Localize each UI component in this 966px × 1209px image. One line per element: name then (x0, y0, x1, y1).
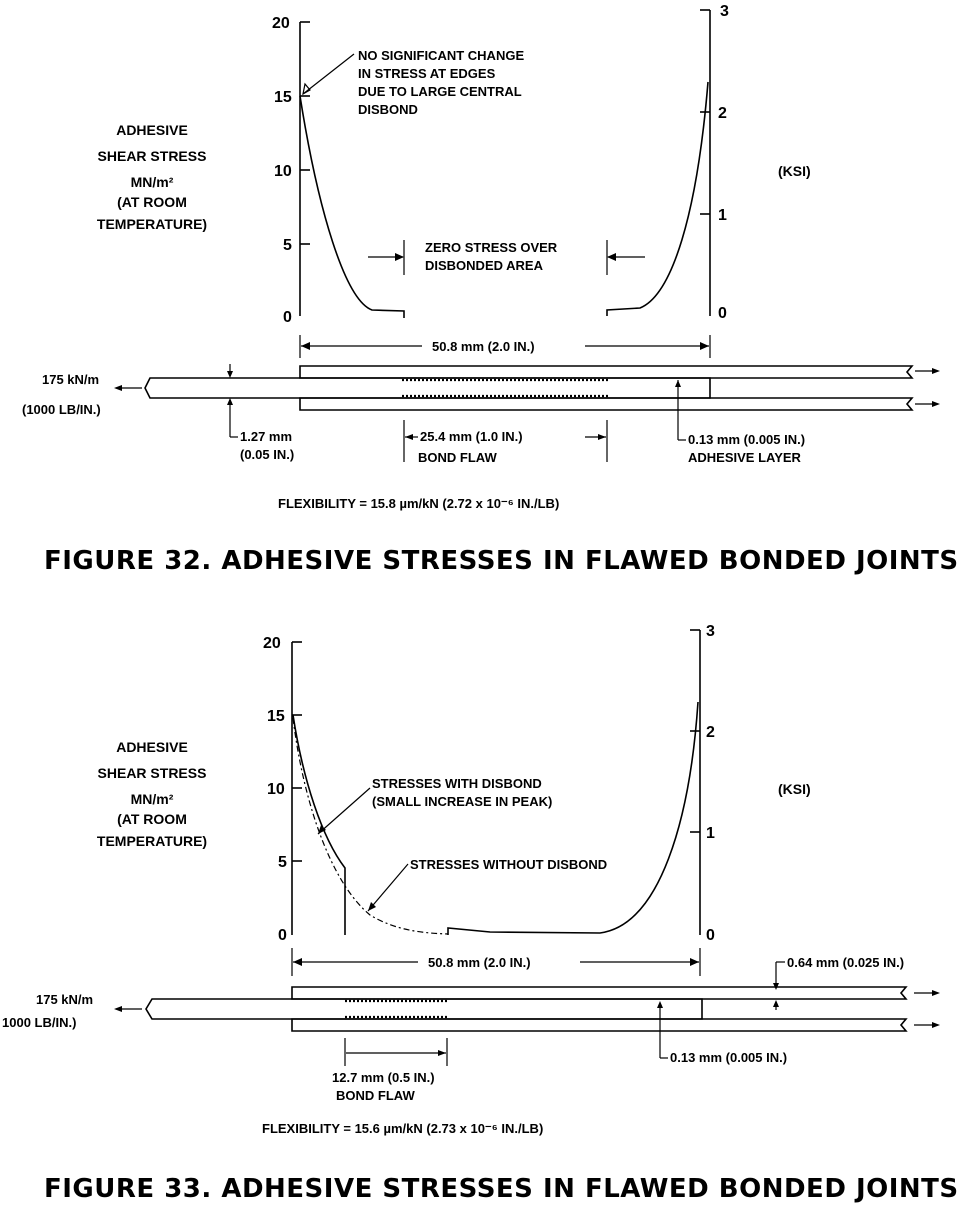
fig32-ksi-label: (KSI) (778, 163, 811, 179)
fig33-rtick-0: 0 (706, 927, 715, 944)
fig32-note-zero-1: ZERO STRESS OVER (425, 240, 558, 255)
fig33-thickness: 0.64 mm (0.025 IN.) (787, 955, 904, 970)
fig33-curve-right (447, 701, 699, 935)
fig32-caption: FIGURE 32. ADHESIVE STRESSES IN FLAWED B… (44, 546, 959, 576)
fig32-rtick-3: 3 (720, 3, 729, 20)
fig32-flaw-dim: 25.4 mm (1.0 IN.) (420, 429, 523, 444)
fig33-adhesive-dim: 0.13 mm (0.005 IN.) (670, 1050, 787, 1065)
fig32-load-bottom: (1000 LB/IN.) (22, 402, 101, 417)
fig32-stress-curve-left (299, 95, 405, 318)
fig32-note-edges-2: IN STRESS AT EDGES (358, 66, 496, 81)
fig32-ylabel-1: ADHESIVE (116, 122, 188, 138)
fig33-ylabel-5: TEMPERATURE) (97, 833, 207, 849)
fig33-tick-5: 5 (278, 854, 287, 871)
fig32-note-edges-4: DISBOND (358, 102, 418, 117)
fig32-adhesive-dim: 0.13 mm (0.005 IN.) (688, 432, 805, 447)
fig32-ylabel-2: SHEAR STRESS (98, 148, 207, 164)
fig33-flexibility: FLEXIBILITY = 15.6 µm/kN (2.73 x 10⁻⁶ IN… (262, 1121, 543, 1136)
fig33-ylabel-1: ADHESIVE (116, 739, 188, 755)
fig33-load-bottom: 1000 LB/IN.) (2, 1015, 76, 1030)
fig33-ylabel-4: (AT ROOM (117, 811, 187, 827)
fig32-tick-20: 20 (272, 15, 290, 32)
fig33-rtick-1: 1 (706, 825, 715, 842)
fig33-ksi-label: (KSI) (778, 781, 811, 797)
fig32-stress-curve-right (606, 81, 709, 316)
fig33-rtick-2: 2 (706, 724, 715, 741)
fig33-ylabel-3: MN/m² (131, 791, 174, 807)
fig33-flaw-label: BOND FLAW (336, 1088, 415, 1103)
fig32-flexibility: FLEXIBILITY = 15.8 µm/kN (2.72 x 10⁻⁶ IN… (278, 496, 559, 511)
fig32-rtick-2: 2 (718, 105, 727, 122)
fig32-flaw-label: BOND FLAW (418, 450, 497, 465)
fig32-note-edges-3: DUE TO LARGE CENTRAL (358, 84, 522, 99)
fig33-note-with-1: STRESSES WITH DISBOND (372, 776, 542, 791)
fig33-tick-20: 20 (263, 635, 281, 652)
fig33-ylabel-2: SHEAR STRESS (98, 765, 207, 781)
fig33-note-with-2: (SMALL INCREASE IN PEAK) (372, 794, 552, 809)
fig32-thickness-1: 1.27 mm (240, 429, 292, 444)
figure-33: 20 15 10 5 0 3 2 1 0 (KSI) ADHESIVE SHEA… (2, 623, 959, 1204)
fig32-tick-0: 0 (283, 309, 292, 326)
fig33-caption: FIGURE 33. ADHESIVE STRESSES IN FLAWED B… (44, 1174, 959, 1204)
fig32-note-zero-2: DISBONDED AREA (425, 258, 544, 273)
fig33-joint (114, 986, 940, 1032)
fig33-curve-without-disbond (292, 717, 449, 935)
fig32-ylabel-5: TEMPERATURE) (97, 216, 207, 232)
fig32-thickness-2: (0.05 IN.) (240, 447, 294, 462)
fig32-joint (114, 365, 940, 411)
fig32-ylabel-4: (AT ROOM (117, 194, 187, 210)
fig32-overlap-dim: 50.8 mm (2.0 IN.) (432, 339, 535, 354)
fig32-rtick-0: 0 (718, 305, 727, 322)
fig33-load-top: 175 kN/m (36, 992, 93, 1007)
fig33-tick-15: 15 (267, 708, 285, 725)
fig32-ylabel-3: MN/m² (131, 174, 174, 190)
fig32-tick-10: 10 (274, 163, 292, 180)
fig33-rtick-3: 3 (706, 623, 715, 640)
fig32-adhesive-label: ADHESIVE LAYER (688, 450, 802, 465)
figure-32: 20 15 10 5 0 3 2 1 0 (KSI) ADHESIVE SHEA… (22, 3, 959, 576)
fig32-note-edges-1: NO SIGNIFICANT CHANGE (358, 48, 524, 63)
fig32-tick-5: 5 (283, 237, 292, 254)
fig33-flaw-dim: 12.7 mm (0.5 IN.) (332, 1070, 435, 1085)
fig33-curve-with-disbond (292, 714, 346, 935)
fig33-note-without: STRESSES WITHOUT DISBOND (410, 857, 607, 872)
fig32-load-top: 175 kN/m (42, 372, 99, 387)
fig33-overlap-dim: 50.8 mm (2.0 IN.) (428, 955, 531, 970)
fig32-tick-15: 15 (274, 89, 292, 106)
fig33-tick-0: 0 (278, 927, 287, 944)
fig32-rtick-1: 1 (718, 207, 727, 224)
fig33-tick-10: 10 (267, 781, 285, 798)
